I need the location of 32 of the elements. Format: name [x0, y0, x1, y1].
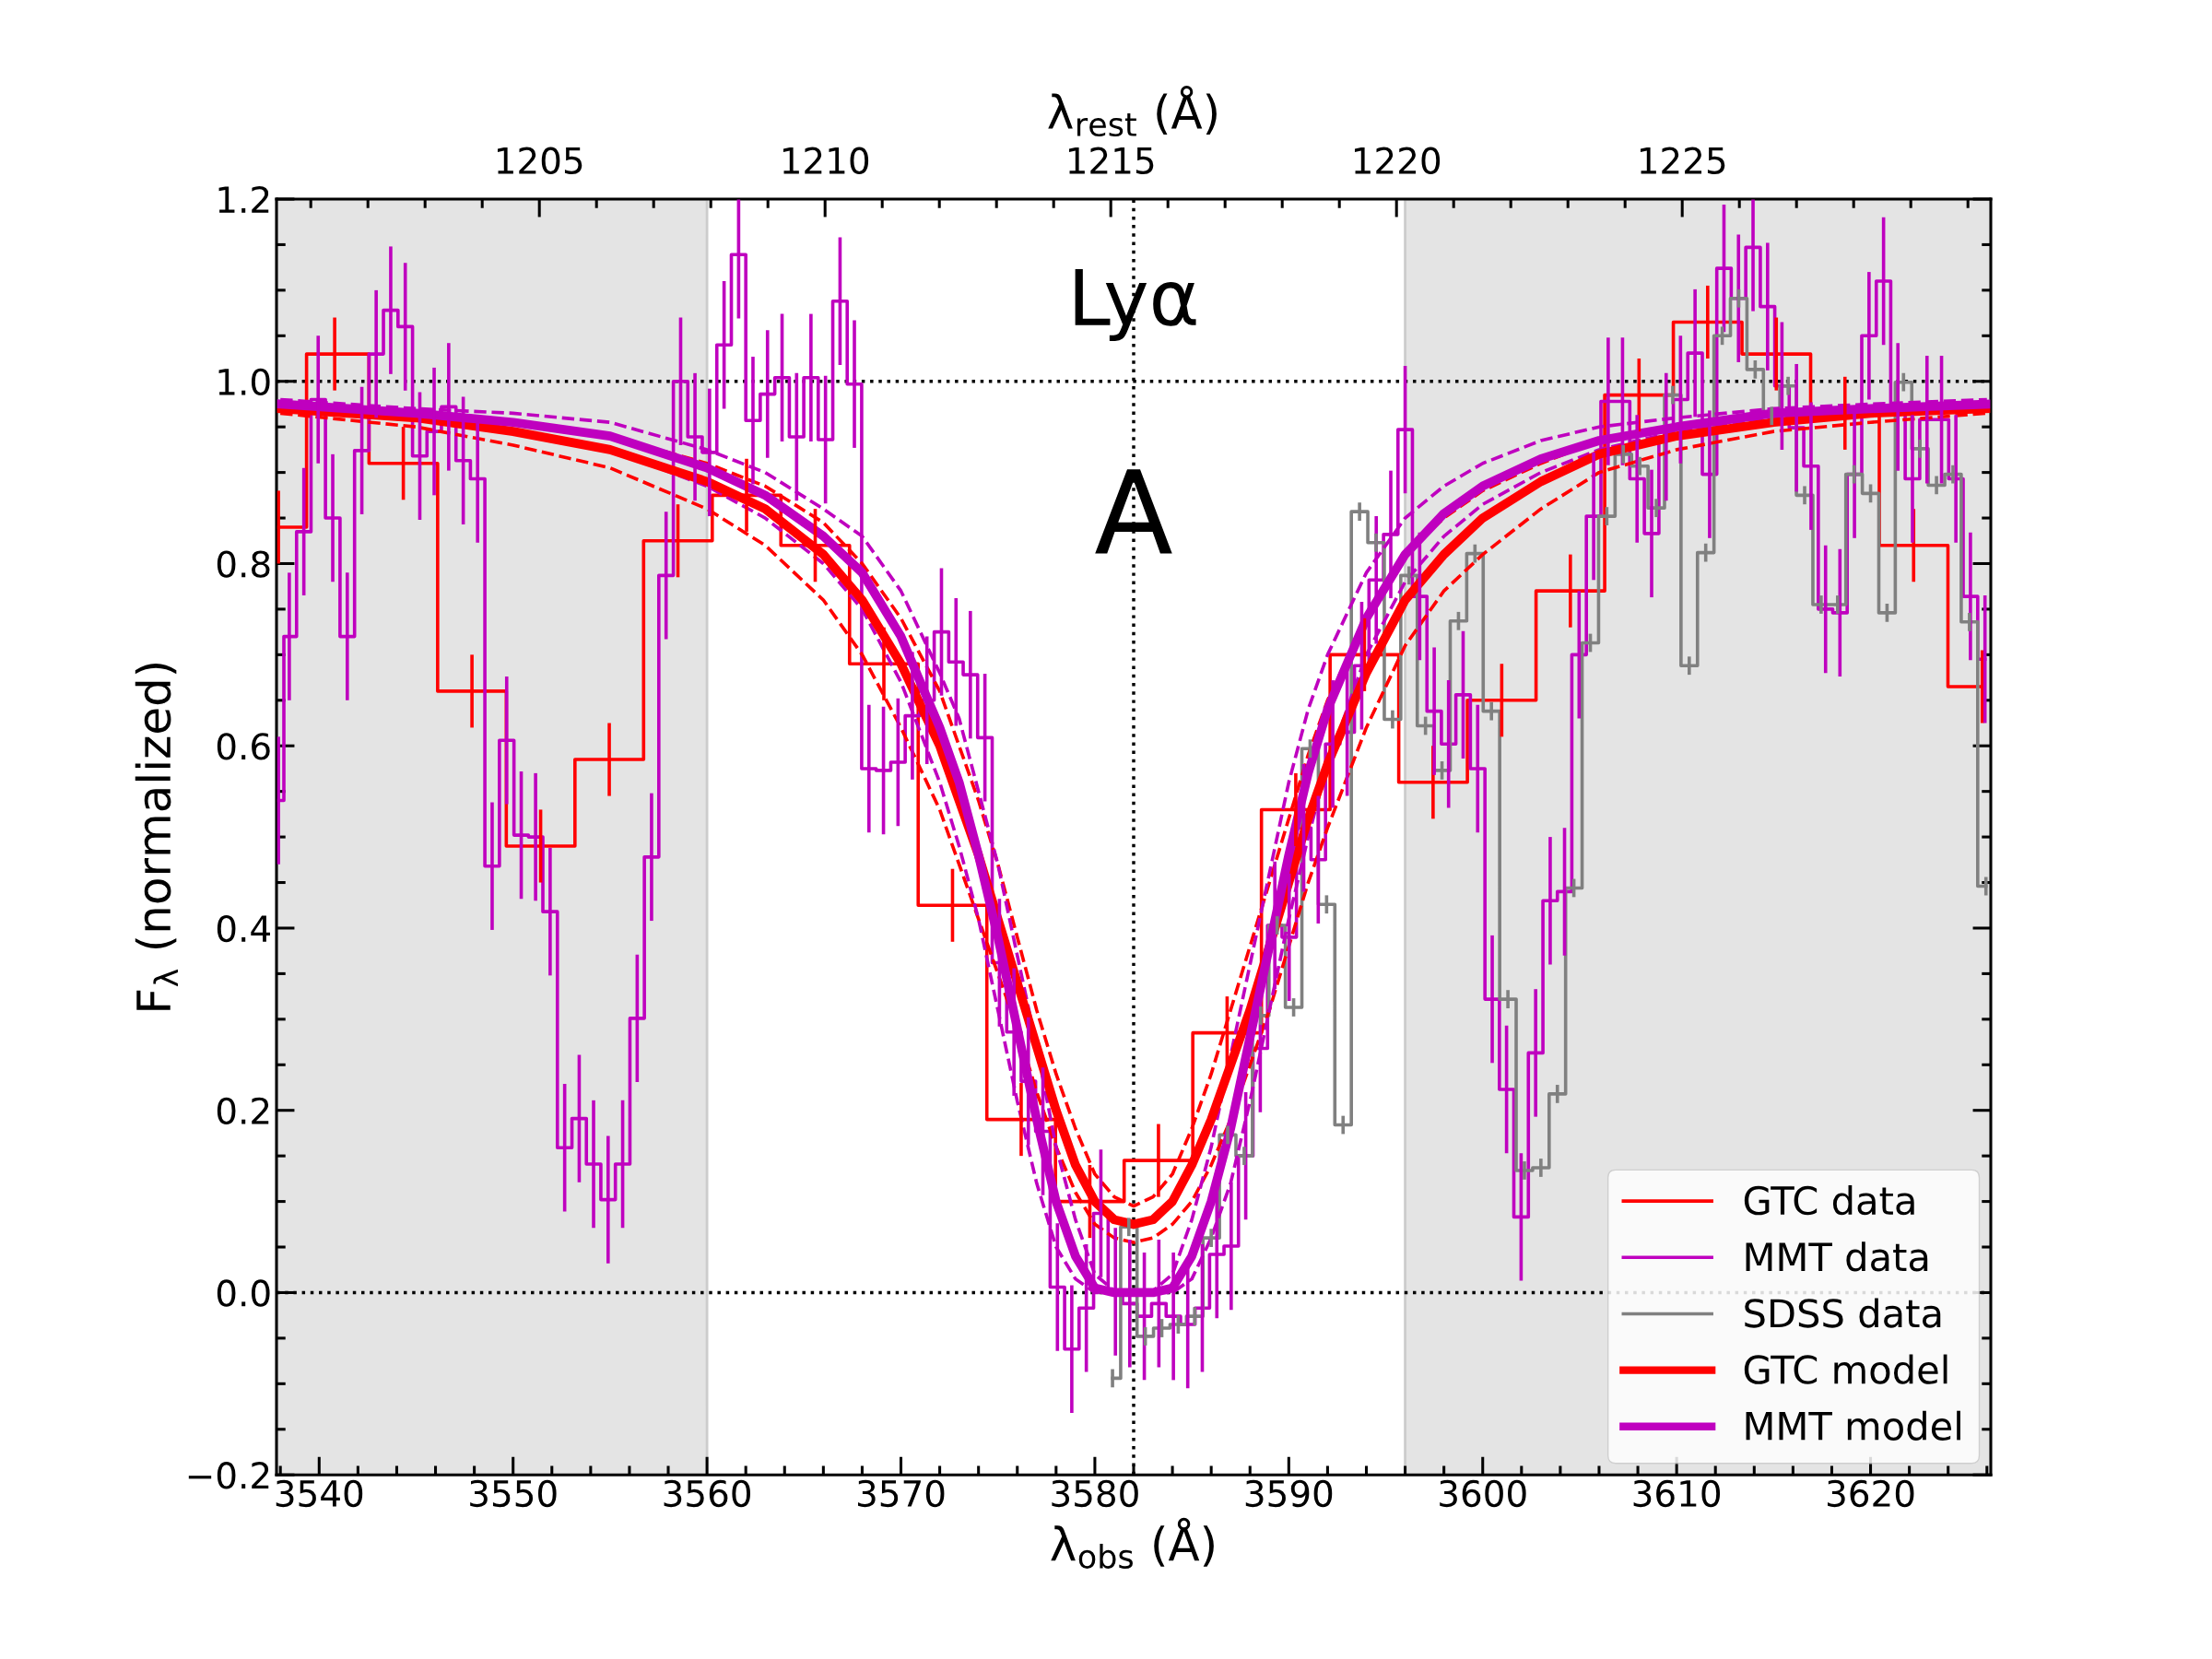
legend-label: MMT data [1746, 1241, 1928, 1272]
x-axis-title: λ$_{obs}$ (Å) [1051, 1517, 1214, 1569]
legend-label: GTC model [1744, 1354, 1947, 1384]
x-tick-label: 3560 [664, 1479, 751, 1508]
legend-label: SDSS data [1745, 1298, 1941, 1328]
x-tick-label: 3620 [1828, 1479, 1914, 1508]
x2-axis-title: λ$_{rest}$ (Å) [1048, 85, 1217, 137]
y-tick-label: −0.2 [188, 1462, 269, 1489]
annotation: A [1095, 469, 1172, 554]
x-tick-label: 3590 [1245, 1479, 1333, 1508]
y-tick-label: 0.6 [217, 733, 270, 760]
x2-tick-label: 1225 [1640, 147, 1725, 175]
y-tick-label: 0.2 [217, 1097, 269, 1125]
legend-label: GTC data [1744, 1185, 1914, 1216]
x2-tick-label: 1210 [782, 147, 869, 175]
y-tick-label: 0.4 [217, 914, 270, 943]
annotation: Lyα [1075, 268, 1196, 342]
x2-tick-label: 1215 [1068, 147, 1154, 175]
x-tick-label: 3570 [857, 1479, 945, 1508]
x-tick-label: 3600 [1440, 1479, 1526, 1508]
x2-tick-label: 1205 [497, 147, 582, 175]
x-tick-label: 3580 [1052, 1479, 1138, 1508]
x-tick-label: 3610 [1633, 1479, 1721, 1508]
y-tick-label: 0.0 [217, 1279, 270, 1307]
legend-label: MMT model [1746, 1410, 1960, 1441]
y-tick-label: 1.0 [218, 368, 270, 396]
y-tick-label: 1.2 [218, 185, 269, 213]
x-tick-label: 3550 [470, 1479, 557, 1508]
y-tick-label: 0.8 [217, 550, 270, 578]
x2-tick-label: 1220 [1354, 147, 1441, 175]
y-axis-title: F$_{λ}$ (normalized) [135, 663, 178, 1010]
x-tick-label: 3540 [276, 1479, 363, 1508]
